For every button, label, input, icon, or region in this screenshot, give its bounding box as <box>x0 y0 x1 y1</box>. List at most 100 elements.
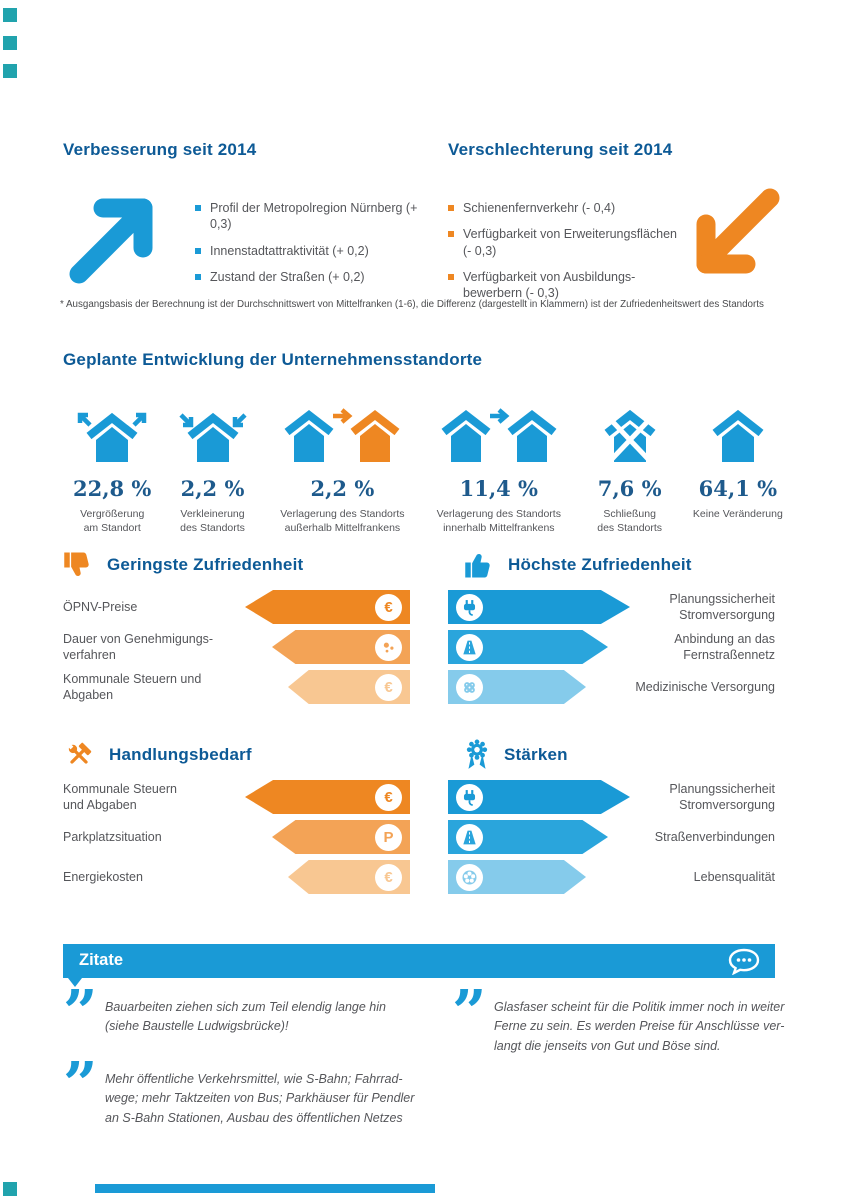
development-label: Verkleinerung des Standorts <box>180 508 245 535</box>
list-item-label: Profil der Metropolregion Nürnberg (+ 0,… <box>210 201 418 232</box>
rating-bar <box>448 780 630 814</box>
bullet-square-icon <box>195 205 201 211</box>
development-label: Vergrößerung am Standort <box>80 508 145 535</box>
list-item: Verfügbarkeit von Ausbildungs- bewerbern… <box>448 269 690 302</box>
satisfaction-row: Medizinische Versorgung <box>448 670 775 704</box>
improvement-section: Verbesserung seit 2014 Profil der Metrop… <box>63 140 417 295</box>
development-title: Geplante Entwicklung der Unternehmenssta… <box>63 350 483 369</box>
development-value: 11,4 % <box>459 476 539 501</box>
satisfaction-row: Planungssicherheit Stromversorgung <box>448 590 775 624</box>
action-required-title: Handlungsbedarf <box>109 745 252 764</box>
development-section: Geplante Entwicklung der Unternehmenssta… <box>63 350 793 535</box>
row-label: Energiekosten <box>63 869 143 884</box>
satisfaction-row: Kommunale Steuern und Abgaben € <box>63 670 410 704</box>
development-value: 2,2 % <box>310 476 375 501</box>
development-value: 22,8 % <box>72 476 152 501</box>
row-label: ÖPNV-Preise <box>63 599 138 614</box>
quote: ” Mehr öffentliche Verkehrsmittel, wie S… <box>63 1050 443 1128</box>
rating-bar <box>448 630 608 664</box>
thumbs-down-icon <box>64 552 89 577</box>
action-row: Kommunale Steuern und Abgaben € <box>63 780 410 814</box>
development-value: 2,2 % <box>180 476 245 501</box>
rating-bar: € <box>245 780 410 814</box>
satisfaction-row: ÖPNV-Preise € <box>63 590 410 624</box>
development-label: Verlagerung des Standorts innerhalb Mitt… <box>436 508 561 535</box>
quote-text: Glasfaser scheint für die Politik immer … <box>494 1000 785 1053</box>
list-item-label: Zustand der Straßen (+ 0,2) <box>210 269 365 284</box>
deterioration-title: Verschlechterung seit 2014 <box>448 140 673 159</box>
quote-text: Bauarbeiten ziehen sich zum Teil elendig… <box>105 1000 386 1034</box>
list-item: Innenstadtattraktivität (+ 0,2) <box>195 243 425 259</box>
strengths-section: Stärken Planungssicherheit Stromversorgu… <box>448 738 775 900</box>
quote: ” Bauarbeiten ziehen sich zum Teil elend… <box>63 983 435 1043</box>
house-expand-icon <box>77 412 147 462</box>
row-label: Anbindung an das Fernstraßennetz <box>674 631 775 662</box>
euro-icon: € <box>375 673 402 701</box>
bullet-square-icon <box>448 273 454 280</box>
house-move-within-icon <box>441 408 557 462</box>
list-item: Verfügbarkeit von Erweiterungsflächen (-… <box>448 226 690 259</box>
medical-cross-icon <box>456 673 483 701</box>
development-value: 64,1 % <box>698 476 778 501</box>
award-rosette-icon <box>466 739 488 769</box>
euro-icon: € <box>375 863 402 891</box>
quote-mark-icon: ” <box>63 1050 98 1120</box>
power-plug-icon <box>456 593 483 621</box>
footer-bar <box>95 1184 435 1193</box>
row-label: Lebensqualität <box>693 869 775 884</box>
row-label: Kommunale Steuern und Abgaben <box>63 671 202 702</box>
action-required-section: Handlungsbedarf Kommunale Steuern und Ab… <box>63 738 410 900</box>
quotes-title: Zitate <box>79 951 124 969</box>
development-label: Verlagerung des Standorts außerhalb Mitt… <box>280 508 405 535</box>
development-item: 2,2 % Verkleinerung des Standorts <box>161 404 263 535</box>
speech-bubble-icon <box>728 948 760 975</box>
development-grid: 22,8 % Vergrößerung am Standort 2,2 % V <box>63 404 793 535</box>
list-item: Profil der Metropolregion Nürnberg (+ 0,… <box>195 200 425 233</box>
bullet-square-icon <box>448 231 454 238</box>
parking-icon: P <box>375 823 402 851</box>
strengths-title: Stärken <box>504 745 568 764</box>
rating-bar: € <box>288 860 410 894</box>
house-closed-icon <box>604 409 656 462</box>
row-label: Planungssicherheit Stromversorgung <box>669 781 775 812</box>
rating-bar: € <box>245 590 410 624</box>
rating-bar <box>448 670 586 704</box>
rating-bar <box>448 860 586 894</box>
satisfaction-row: Dauer von Genehmigungs- verfahren <box>63 630 410 664</box>
footnote: * Ausgangsbasis der Berechnung ist der D… <box>60 299 764 310</box>
bullet-square-icon <box>195 273 201 280</box>
action-row: Parkplatzsituation P <box>63 820 410 854</box>
arrow-up-right-icon <box>69 198 153 284</box>
strength-row: Planungssicherheit Stromversorgung <box>448 780 775 814</box>
development-item: 11,4 % Verlagerung des Standorts innerha… <box>421 404 576 535</box>
quote: ” Glasfaser scheint für die Politik imme… <box>452 978 832 1056</box>
edge-mark <box>3 64 17 78</box>
bullet-square-icon <box>448 205 454 211</box>
action-row: Energiekosten € <box>63 860 410 894</box>
list-item-label: Verfügbarkeit von Erweiterungsflächen (-… <box>463 227 678 258</box>
row-label: Medizinische Versorgung <box>635 679 775 694</box>
euro-icon: € <box>375 783 402 811</box>
speech-tail-icon <box>68 978 82 987</box>
quote-mark-icon: ” <box>452 978 487 1048</box>
development-value: 7,6 % <box>597 476 662 501</box>
list-item: Zustand der Straßen (+ 0,2) <box>195 269 425 285</box>
row-label: Parkplatzsituation <box>63 829 162 844</box>
list-item: Schienenfernverkehr (- 0,4) <box>448 200 690 216</box>
rating-bar: € <box>288 670 410 704</box>
clock-icon <box>375 633 402 661</box>
rating-bar <box>448 820 608 854</box>
edge-mark <box>3 1182 17 1196</box>
edge-mark <box>3 8 17 22</box>
rating-bar <box>272 630 410 664</box>
deterioration-list: Schienenfernverkehr (- 0,4) Verfügbarkei… <box>448 200 690 301</box>
house-shrink-icon <box>178 412 247 462</box>
house-move-outside-icon <box>284 408 400 462</box>
house-icon <box>712 409 764 462</box>
row-label: Planungssicherheit Stromversorgung <box>669 591 775 622</box>
development-item: 64,1 % Keine Veränderung <box>683 404 793 535</box>
improvement-title: Verbesserung seit 2014 <box>63 140 257 159</box>
bullet-square-icon <box>195 247 201 254</box>
tools-icon <box>67 742 92 764</box>
